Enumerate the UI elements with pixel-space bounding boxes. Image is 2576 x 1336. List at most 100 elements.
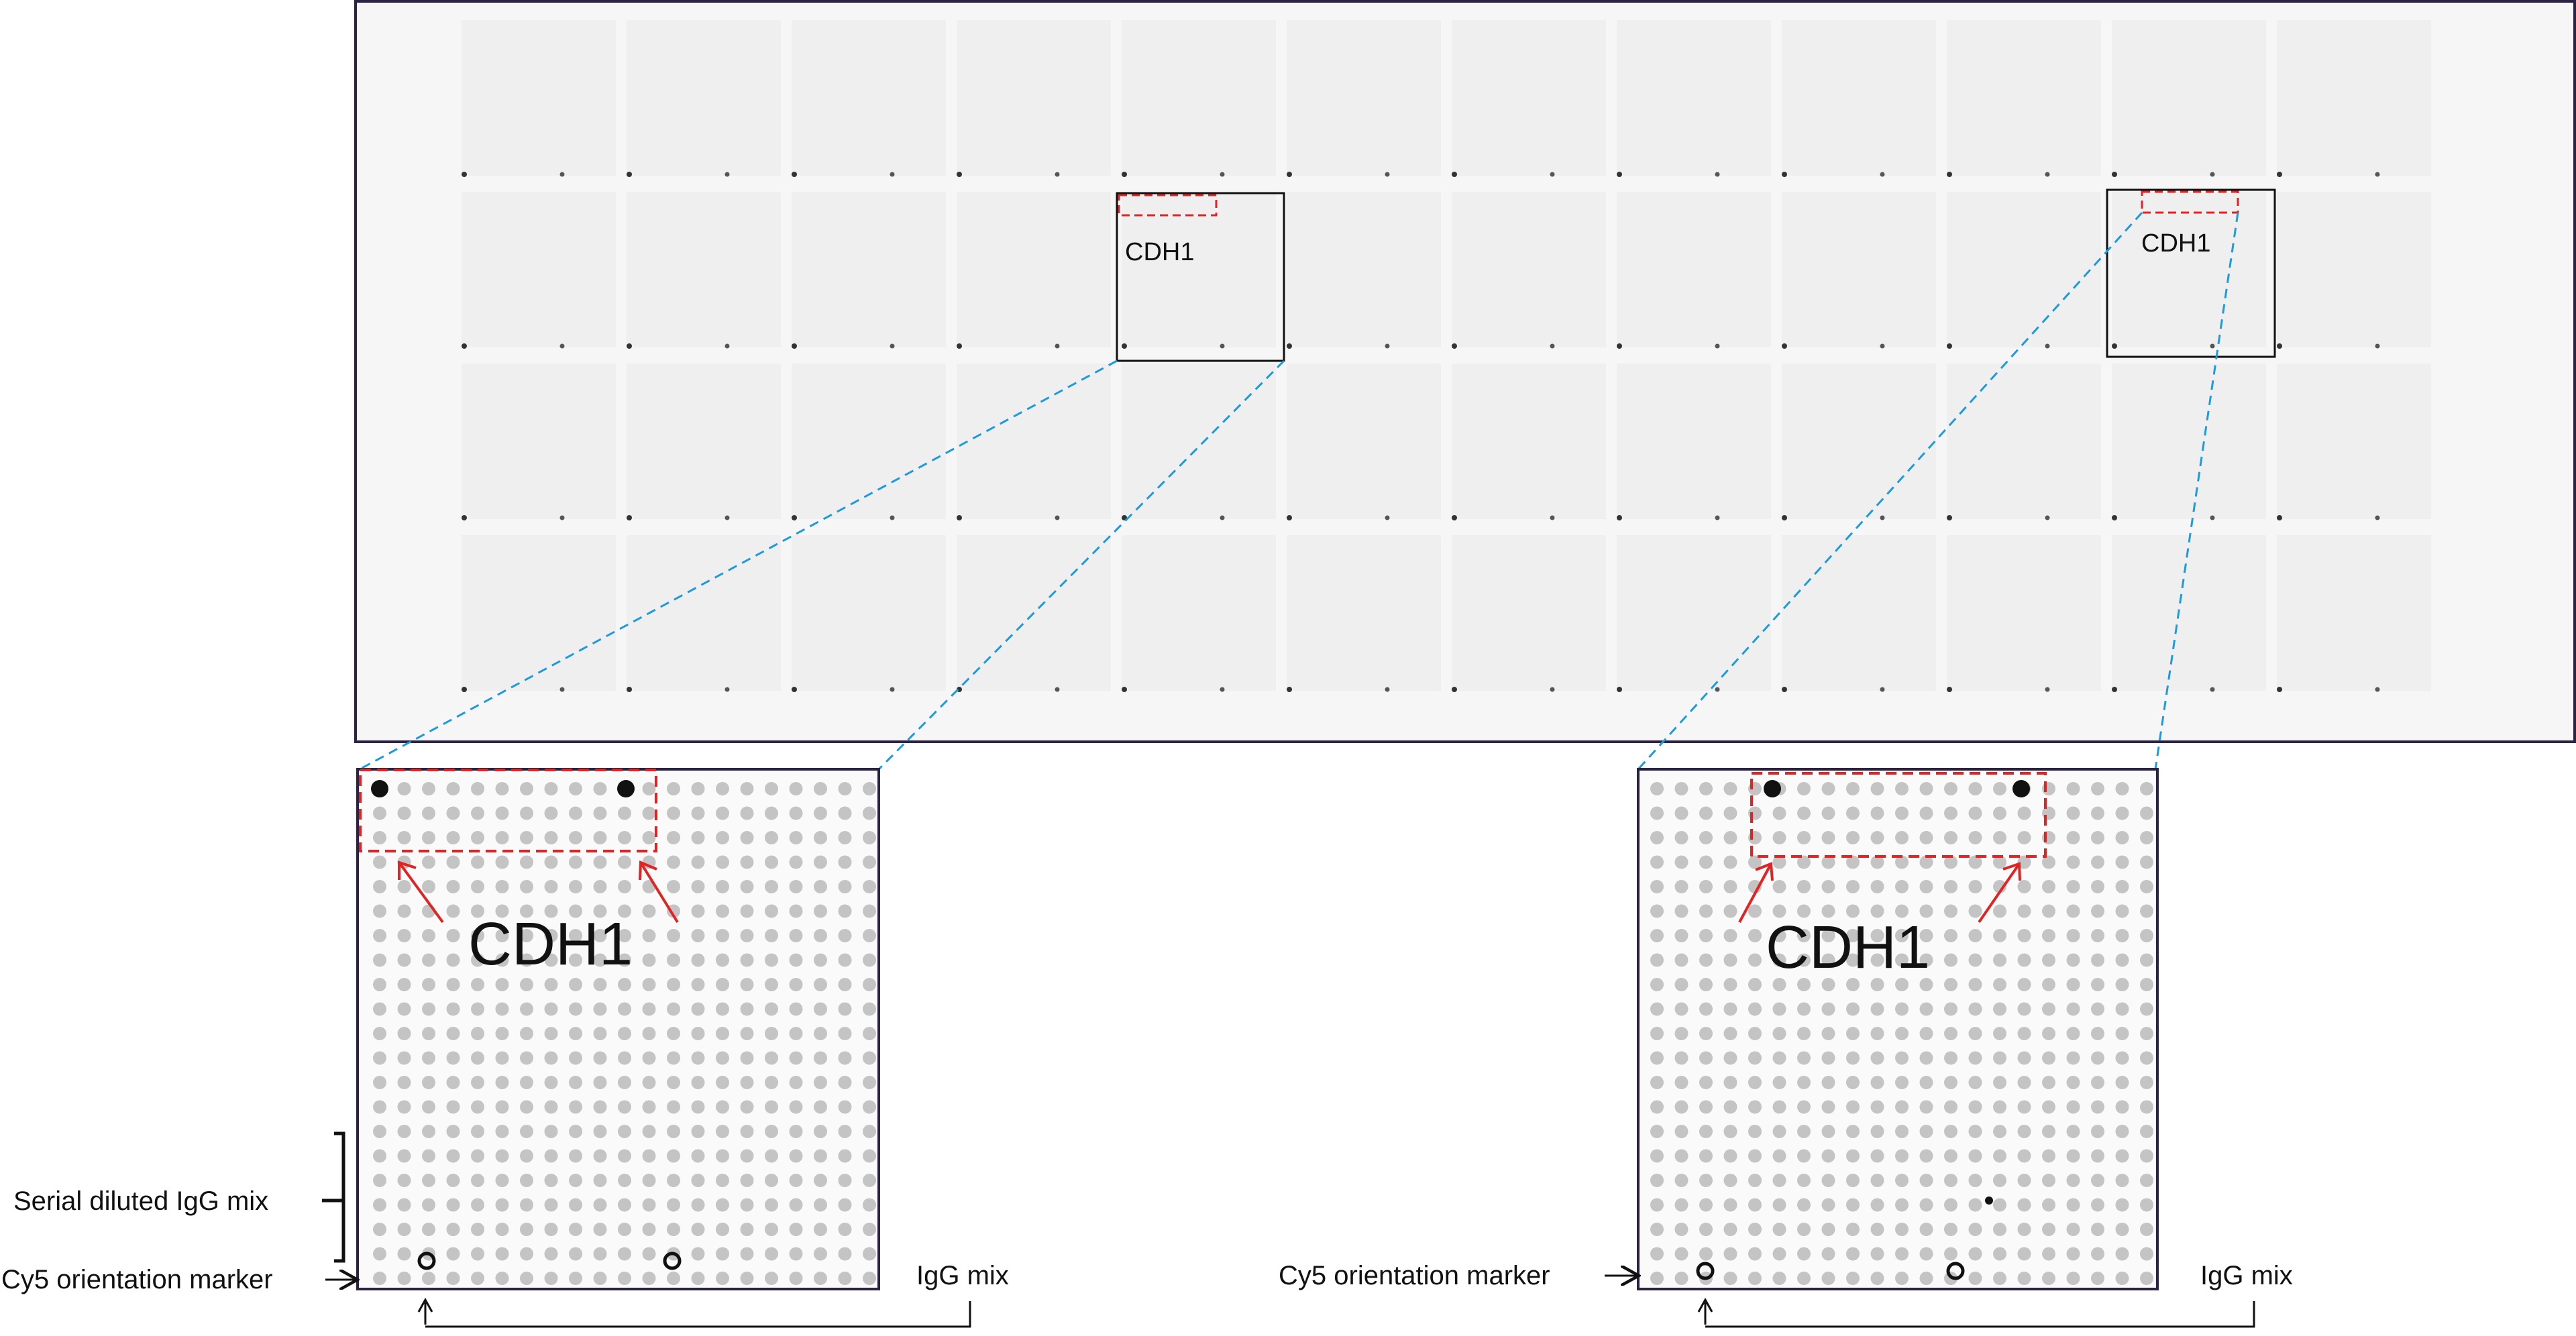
orientation-marker xyxy=(1385,172,1390,177)
array-spot xyxy=(1821,1272,1835,1285)
array-spot xyxy=(691,1223,705,1236)
array-spot xyxy=(2042,1174,2055,1187)
overview-slide: CDH1 CDH1 xyxy=(354,0,2576,743)
array-spot xyxy=(2140,1076,2153,1089)
array-spot xyxy=(691,953,705,967)
orientation-marker xyxy=(1947,343,1952,349)
array-spot xyxy=(691,831,705,844)
array-spot xyxy=(1650,953,1664,967)
array-spot xyxy=(1968,1002,1982,1016)
array-spot xyxy=(765,1223,778,1236)
array-spot xyxy=(1821,904,1835,918)
red-arrow-right-head xyxy=(2002,862,2021,881)
array-spot xyxy=(446,1100,460,1114)
array-spot xyxy=(1748,978,1762,991)
array-spot xyxy=(1772,1223,1786,1236)
array-spot xyxy=(2140,953,2153,967)
array-spot xyxy=(422,1272,435,1285)
array-spot xyxy=(373,953,386,967)
array-spot xyxy=(716,1076,729,1089)
array-spot xyxy=(1821,1223,1835,1236)
array-spot xyxy=(2066,1076,2080,1089)
array-spot xyxy=(422,806,435,820)
array-spot xyxy=(642,1247,656,1261)
array-spot xyxy=(667,1272,680,1285)
array-spot xyxy=(1919,1002,1933,1016)
array-spot xyxy=(691,1027,705,1040)
array-spot xyxy=(1895,880,1909,893)
array-spot xyxy=(814,880,827,893)
array-spot xyxy=(2091,1051,2104,1065)
orientation-marker xyxy=(1220,172,1225,177)
array-spot xyxy=(422,1125,435,1138)
orientation-marker xyxy=(1715,515,1720,520)
array-spot xyxy=(1650,831,1664,844)
array-spot xyxy=(1650,782,1664,795)
orientation-marker xyxy=(1220,515,1225,520)
array-spot xyxy=(1821,1100,1835,1114)
array-spot xyxy=(1772,904,1786,918)
array-spot xyxy=(446,1125,460,1138)
array-spot xyxy=(495,1174,509,1187)
array-spot xyxy=(765,806,778,820)
array-spot xyxy=(2042,904,2055,918)
array-spot xyxy=(1846,1027,1860,1040)
orientation-marker xyxy=(2277,687,2282,692)
array-spot xyxy=(2066,831,2080,844)
orientation-marker xyxy=(462,515,467,520)
orientation-marker xyxy=(1550,172,1555,177)
array-spot xyxy=(446,1027,460,1040)
array-spot xyxy=(814,978,827,991)
red-arrow-left-head xyxy=(1755,862,1774,881)
array-spot xyxy=(2140,880,2153,893)
array-spot xyxy=(667,806,680,820)
orientation-marker xyxy=(1617,172,1622,177)
array-spot xyxy=(1993,1125,2006,1138)
array-spot xyxy=(1968,855,1982,869)
orientation-marker xyxy=(957,343,962,349)
array-spot xyxy=(1870,1149,1884,1163)
array-spot xyxy=(373,855,386,869)
array-spot xyxy=(569,978,582,991)
array-spot xyxy=(2115,1272,2129,1285)
orientation-marker xyxy=(2045,343,2050,349)
array-spot xyxy=(422,1076,435,1089)
array-spot xyxy=(422,1002,435,1016)
array-spot xyxy=(667,978,680,991)
array-spot xyxy=(397,806,411,820)
array-spot xyxy=(2042,978,2055,991)
red-arrow-left xyxy=(1738,863,1772,923)
array-spot xyxy=(1797,806,1811,820)
array-spot xyxy=(1748,904,1762,918)
array-spot xyxy=(2017,929,2031,942)
array-spot xyxy=(2091,1027,2104,1040)
array-spot xyxy=(1748,1027,1762,1040)
array-spot xyxy=(1870,1272,1884,1285)
array-spot xyxy=(1772,978,1786,991)
array-spot xyxy=(1748,1174,1762,1187)
array-spot xyxy=(1748,1100,1762,1114)
array-spot xyxy=(691,1100,705,1114)
array-spot xyxy=(2115,855,2129,869)
orientation-marker xyxy=(1452,343,1457,349)
array-spot xyxy=(1821,1174,1835,1187)
array-spot xyxy=(1993,1223,2006,1236)
array-spot xyxy=(1797,1149,1811,1163)
array-spot xyxy=(520,831,533,844)
array-spot xyxy=(2017,855,2031,869)
array-spot xyxy=(838,1272,852,1285)
orientation-marker xyxy=(792,172,797,177)
array-spot xyxy=(1674,1174,1688,1187)
array-spot xyxy=(765,1198,778,1212)
array-spot xyxy=(1846,929,1860,942)
orientation-marker xyxy=(1287,343,1292,349)
array-spot xyxy=(1748,929,1762,942)
array-spot xyxy=(1993,1174,2006,1187)
subarray-block xyxy=(462,364,616,519)
array-spot xyxy=(765,1125,778,1138)
subarray-block xyxy=(1782,192,1936,347)
array-spot xyxy=(1870,880,1884,893)
array-spot xyxy=(1870,831,1884,844)
array-spot xyxy=(544,1100,558,1114)
array-spot xyxy=(495,929,509,942)
